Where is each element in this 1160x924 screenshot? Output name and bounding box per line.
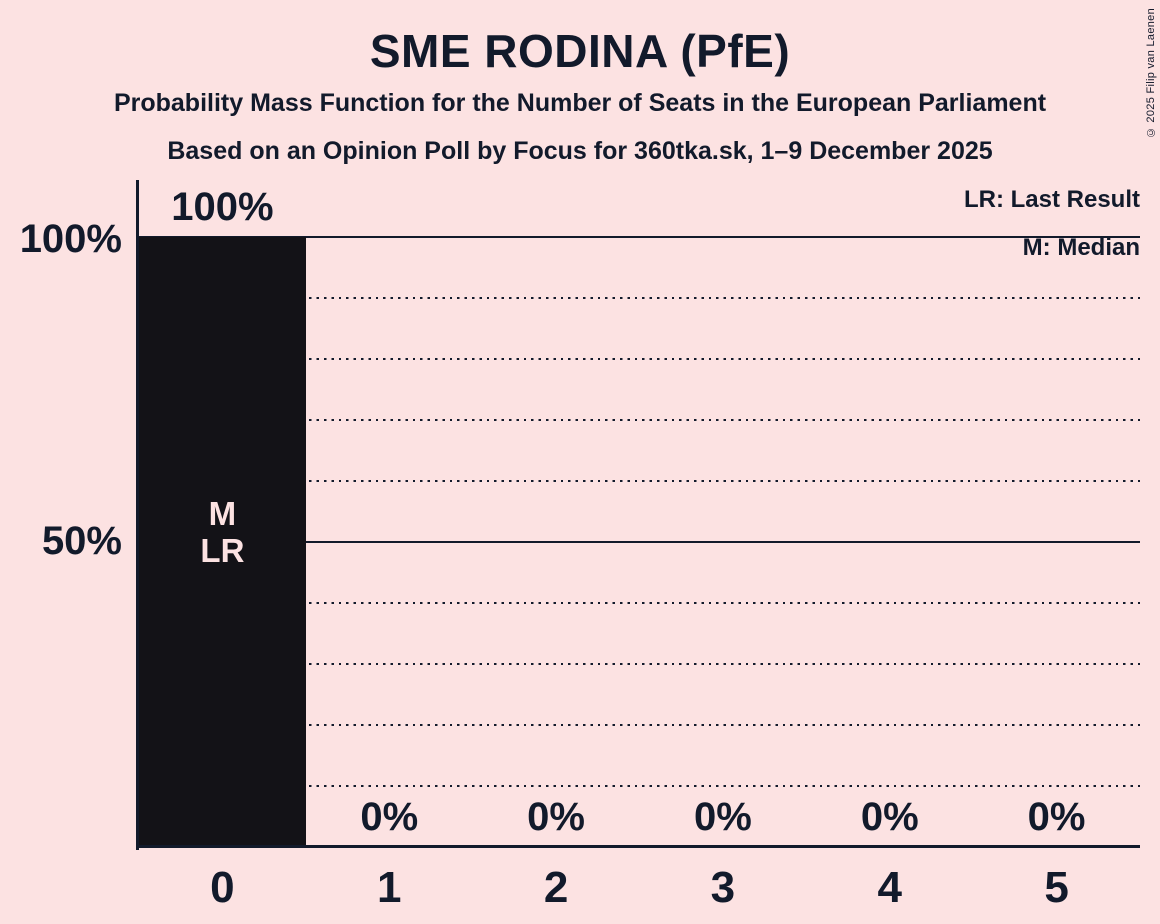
x-axis-label-4: 4: [877, 863, 902, 912]
y-axis-label-100: 100%: [19, 217, 122, 261]
bar-value-label-0: 100%: [171, 185, 274, 229]
gridline-40pct: [139, 602, 1140, 604]
legend-median: M: Median: [1022, 234, 1140, 261]
bar-value-label-1: 0%: [360, 795, 419, 839]
chart-subtitle-line2: Based on an Opinion Poll by Focus for 36…: [167, 137, 993, 165]
gridline-70pct: [139, 419, 1140, 421]
chart-title: SME RODINA (PfE): [369, 25, 791, 77]
gridline-50pct: [139, 541, 1140, 543]
median-marker: M: [208, 495, 237, 532]
gridline-30pct: [139, 663, 1140, 665]
bar-annotation-markers: M LR: [200, 495, 244, 569]
x-axis-label-1: 1: [377, 863, 402, 912]
y-axis-label-50: 50%: [41, 519, 122, 563]
chart-subtitle-line1: Probability Mass Function for the Number…: [113, 89, 1047, 117]
bar-value-label-5: 0%: [1027, 795, 1086, 839]
bar-value-label-3: 0%: [694, 795, 752, 839]
copyright-notice: © 2025 Filip van Laenen: [1145, 8, 1157, 139]
gridline-80pct: [139, 358, 1140, 360]
gridline-10pct: [139, 785, 1140, 787]
bar-seats-0: M LR: [139, 237, 306, 847]
x-axis-label-5: 5: [1044, 863, 1069, 912]
plot-area: M LR 100% 0 0% 1 0% 2 0% 3 0% 4 0% 5: [136, 180, 1140, 912]
y-axis-line: [136, 180, 139, 850]
gridline-100pct: [139, 236, 1140, 238]
x-axis-line: [136, 845, 1140, 848]
x-axis-label-2: 2: [543, 863, 569, 912]
bar-value-label-2: 0%: [527, 795, 585, 839]
legend-last-result: LR: Last Result: [963, 186, 1140, 213]
x-axis-label-3: 3: [710, 863, 736, 912]
gridline-60pct: [139, 480, 1140, 482]
bar-value-label-4: 0%: [860, 795, 919, 839]
x-axis-label-0: 0: [210, 863, 235, 912]
last-result-marker: LR: [200, 532, 245, 569]
gridline-90pct: [139, 297, 1140, 299]
gridline-20pct: [139, 724, 1140, 726]
